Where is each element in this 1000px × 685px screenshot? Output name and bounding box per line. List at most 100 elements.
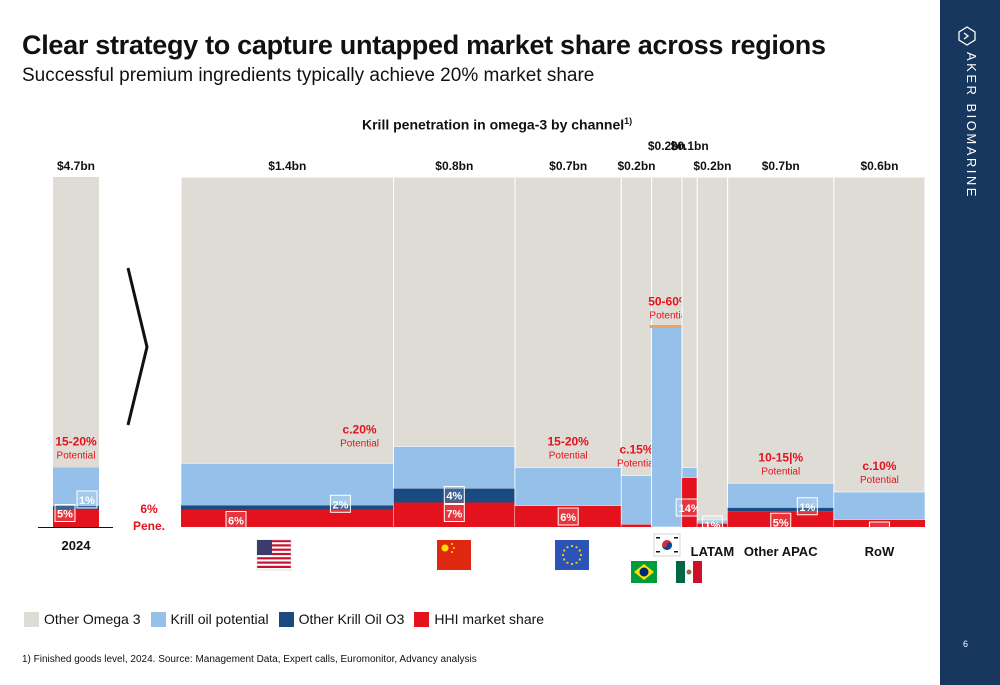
- total-potential-label: 15-20%: [55, 435, 97, 449]
- segment-eu-hhi-label-box: [557, 507, 579, 526]
- segment-latam-hhi-label-box: [701, 515, 723, 534]
- korea-flag-icon: [653, 533, 681, 557]
- total-size-label: $4.7bn: [57, 159, 95, 173]
- eu-flag-icon: [555, 540, 589, 570]
- mexico-flag-icon: [676, 561, 702, 583]
- segment-us-hhi-label-box: [225, 511, 247, 529]
- segment-korea-size-label: $0.2bn: [648, 139, 686, 153]
- segment-brazil-hhi: [621, 524, 652, 527]
- segment-china-other-krill-label: 4%: [446, 491, 462, 503]
- page-number: 6: [963, 639, 969, 649]
- segment-other_apac-size-label: $0.7bn: [762, 159, 800, 173]
- legend-label: Other Krill Oil O3: [298, 611, 405, 627]
- legend-item-hhi: HHI market share: [414, 611, 544, 627]
- total-bar-hhi: [53, 509, 99, 527]
- chart-title: Krill penetration in omega-3 by channel1…: [362, 116, 632, 133]
- segment-mexico-hhi-label: 14%: [679, 503, 701, 515]
- legend-label: Other Omega 3: [44, 611, 141, 627]
- legend-item-krill-potential: Krill oil potential: [150, 611, 269, 627]
- segment-other_apac-hhi-label: 5%: [773, 517, 789, 529]
- legend-label: HHI market share: [434, 611, 545, 627]
- segment-china-hhi-label-box: [443, 504, 465, 522]
- segment-china-krill-potential: [393, 446, 516, 489]
- legend-swatch: [278, 611, 294, 627]
- segment-row-other-omega3: [833, 176, 926, 528]
- segment-latam-other-omega3: [696, 176, 729, 528]
- segment-us-krill-potential: [180, 462, 394, 506]
- segment-latam-hhi-label: 1%: [704, 520, 720, 532]
- segment-latam-category-label: LATAM: [691, 544, 735, 559]
- segment-china-size-label: $0.8bn: [435, 159, 473, 173]
- chart-title-footnote-marker: 1): [624, 116, 633, 126]
- segment-other_apac-potential-sub: Potential: [761, 466, 800, 477]
- segment-other_apac-other-krill-label-box: [796, 497, 818, 516]
- segment-mexico-krill-potential: [681, 467, 698, 479]
- segment-china-other-krill: [393, 488, 516, 503]
- segment-us-hhi: [181, 509, 394, 527]
- segment-row-category-label: RoW: [865, 544, 895, 559]
- legend-label: Krill oil potential: [170, 611, 269, 627]
- segment-brazil-potential-sub: Potential: [617, 459, 656, 470]
- segment-us-potential-label: c.20%: [343, 422, 377, 436]
- china-flag-icon: [437, 540, 471, 570]
- segment-row-hhi-label-box: [868, 521, 890, 540]
- segment-us-other-krill-label: 2%: [332, 499, 348, 511]
- segment-brazil-krill-potential: [621, 475, 652, 525]
- segment-mexico-size-label: $0.1bn: [671, 139, 709, 153]
- chart-legend: Other Omega 3 Krill oil potential Other …: [24, 611, 554, 627]
- segment-eu-size-label: $0.7bn: [549, 159, 587, 173]
- krill-penetration-chart: $4.7bn 2024 5% 1% 15-20% Potential 6% Pene. $1.4…: [38, 139, 926, 583]
- segment-eu-hhi: [515, 506, 622, 527]
- legend-swatch: [24, 611, 39, 627]
- segment-latam-hhi: [697, 523, 728, 527]
- penetration-label: Pene.: [133, 519, 165, 533]
- segment-other_apac-potential-label: 10-15|%: [758, 450, 803, 464]
- aker-logo-icon: [958, 26, 976, 46]
- total-other-krill-label: 1%: [79, 495, 95, 507]
- segment-row-hhi: [833, 520, 925, 527]
- segment-latam-size-label: $0.2bn: [693, 159, 731, 173]
- segment-us-other-krill: [181, 505, 394, 510]
- total-other-krill-label-box: [76, 490, 98, 509]
- total-bar-krill-potential: [53, 467, 99, 506]
- segment-other_apac-other-krill: [727, 507, 834, 512]
- legend-swatch: [414, 611, 430, 627]
- segment-other_apac-hhi-label-box: [770, 512, 792, 531]
- brand-name: AKER BIOMARINE: [964, 52, 979, 199]
- segment-row-hhi-label: 2%: [871, 526, 887, 538]
- total-potential-sub: Potential: [57, 451, 96, 462]
- segment-eu-potential-label: 15-20%: [547, 435, 589, 449]
- total-hhi-label-box: [54, 504, 76, 522]
- segment-korea-potential-sub: Potential: [649, 311, 688, 322]
- total-bar-other-krill: [53, 506, 99, 510]
- segment-other_apac-krill-potential: [727, 482, 835, 509]
- segment-row-potential-label: c.10%: [862, 459, 896, 473]
- segment-korea-krill-potential: [651, 327, 683, 528]
- segment-row-potential-sub: Potential: [860, 475, 899, 486]
- segment-other_apac-other-krill-label: 1%: [799, 502, 815, 514]
- segment-mexico-hhi: [682, 478, 698, 527]
- segment-us-hhi-label: 6%: [228, 516, 244, 528]
- segment-korea-potential-label: 50-60%: [648, 295, 690, 309]
- segment-us-size-label: $1.4bn: [268, 159, 306, 173]
- segment-china-hhi-label: 7%: [446, 509, 462, 521]
- segment-us-potential-sub: Potential: [340, 438, 379, 449]
- legend-item-other-krill: Other Krill Oil O3: [278, 611, 405, 627]
- brazil-flag-icon: [631, 561, 657, 583]
- penetration-value: 6%: [140, 502, 158, 516]
- chevron-arrow-icon: [126, 267, 149, 426]
- segment-eu-krill-potential: [514, 467, 622, 507]
- segment-row-size-label: $0.6bn: [860, 159, 898, 173]
- segment-brazil-potential-label: c.15%: [619, 443, 653, 457]
- segment-us-other-krill-label-box: [329, 494, 351, 513]
- segment-other_apac-category-label: Other APAC: [744, 544, 818, 559]
- footnote: 1) Finished goods level, 2024. Source: M…: [22, 654, 477, 665]
- segment-other_apac-other-omega3: [727, 176, 835, 528]
- segment-china-other-krill-label-box: [443, 486, 465, 504]
- segment-eu-hhi-label: 6%: [560, 512, 576, 524]
- segment-china-hhi: [393, 502, 516, 527]
- legend-item-other-omega3: Other Omega 3: [24, 611, 141, 627]
- segment-brazil-size-label: $0.2bn: [618, 159, 656, 173]
- total-category-label: 2024: [62, 538, 92, 553]
- brand-sidebar: [940, 0, 1000, 685]
